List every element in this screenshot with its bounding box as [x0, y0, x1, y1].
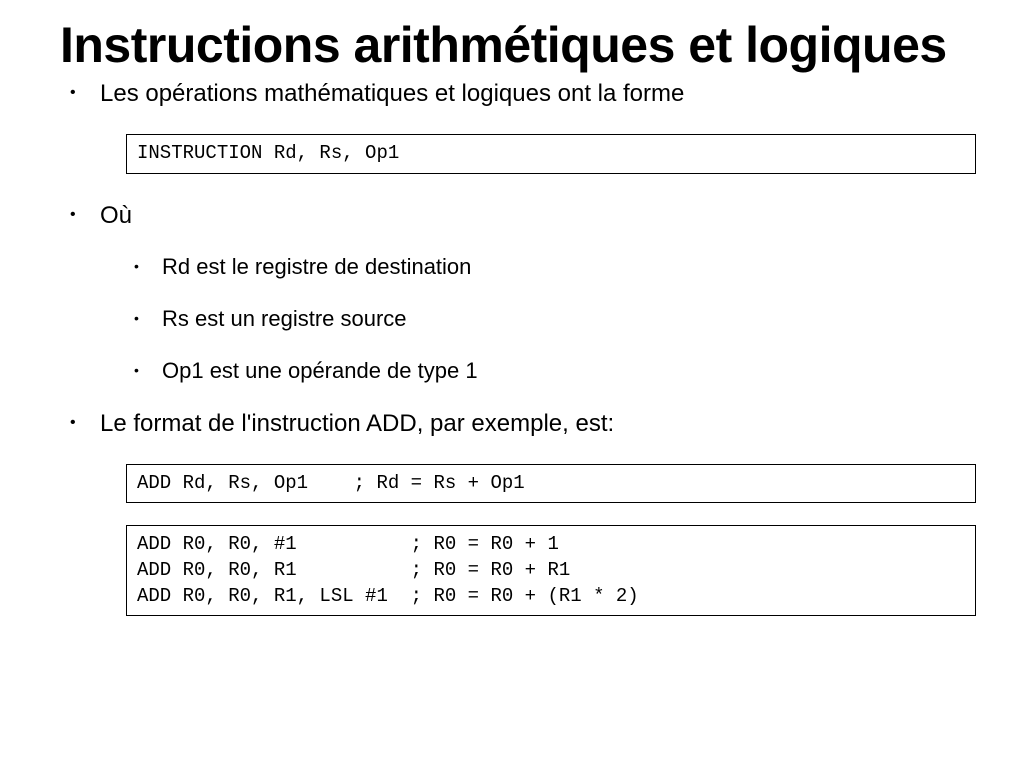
- bullet-item-1: Les opérations mathématiques et logiques…: [70, 80, 964, 108]
- bullet-item-3: Le format de l'instruction ADD, par exem…: [70, 410, 964, 438]
- sub-bullet-text-2: Rs est un registre source: [162, 306, 407, 331]
- bullet-text-1: Les opérations mathématiques et logiques…: [100, 80, 684, 107]
- bullet-list: Où Rd est le registre de destination Rs …: [70, 202, 964, 438]
- slide: Instructions arithmétiques et logiques L…: [0, 0, 1024, 768]
- sub-bullet-1: Rd est le registre de destination: [134, 254, 964, 280]
- bullet-text-2: Où: [100, 202, 132, 229]
- sub-bullet-3: Op1 est une opérande de type 1: [134, 358, 964, 384]
- bullet-text-3: Le format de l'instruction ADD, par exem…: [100, 410, 614, 437]
- bullet-item-2: Où Rd est le registre de destination Rs …: [70, 202, 964, 384]
- sub-bullet-list: Rd est le registre de destination Rs est…: [134, 254, 964, 384]
- bullet-list: Les opérations mathématiques et logiques…: [70, 80, 964, 108]
- sub-bullet-text-3: Op1 est une opérande de type 1: [162, 358, 478, 383]
- code-box-examples: ADD R0, R0, #1 ; R0 = R0 + 1 ADD R0, R0,…: [126, 525, 976, 616]
- code-box-format: ADD Rd, Rs, Op1 ; Rd = Rs + Op1: [126, 464, 976, 504]
- sub-bullet-text-1: Rd est le registre de destination: [162, 254, 471, 279]
- code-box-syntax: INSTRUCTION Rd, Rs, Op1: [126, 134, 976, 174]
- sub-bullet-2: Rs est un registre source: [134, 306, 964, 332]
- slide-title: Instructions arithmétiques et logiques: [60, 18, 964, 72]
